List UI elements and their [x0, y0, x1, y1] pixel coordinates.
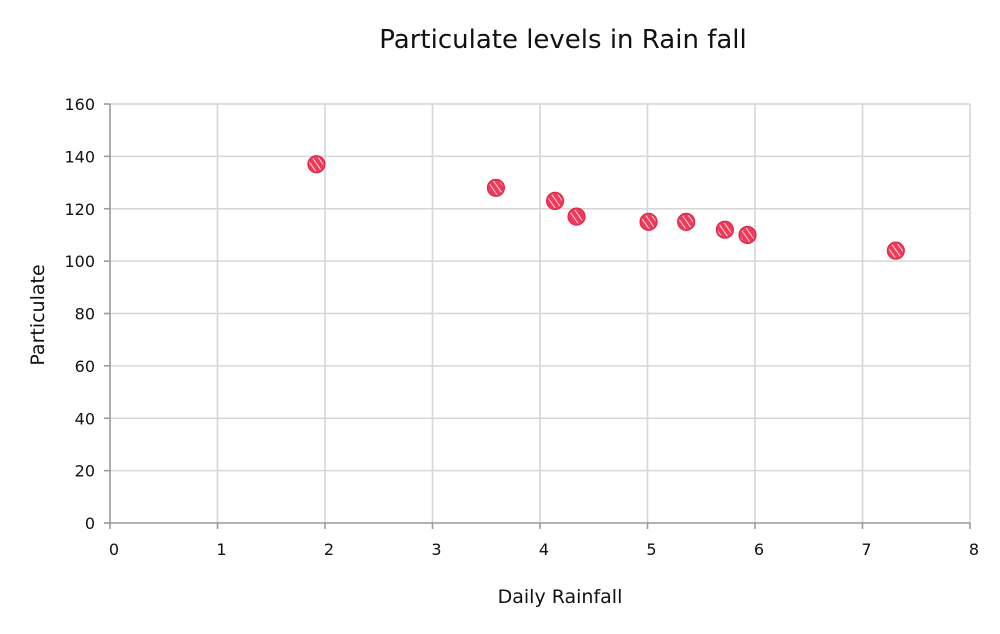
x-tick-label: 1 — [216, 540, 226, 559]
y-tick-labels: 0 20 40 60 80 100 120 140 160 — [64, 95, 95, 533]
data-point — [307, 155, 326, 174]
x-tick-label: 2 — [324, 540, 334, 559]
data-point-hatching — [569, 209, 584, 224]
data-point — [639, 212, 658, 231]
y-tick-label: 0 — [85, 514, 95, 533]
data-point — [545, 191, 565, 210]
x-tick-label: 0 — [109, 540, 119, 559]
data-point-hatching — [679, 214, 694, 229]
data-point-hatching — [888, 243, 903, 258]
data-point-hatching — [717, 222, 732, 237]
y-tick-label: 100 — [64, 252, 95, 271]
chart-title: Particulate levels in Rain fall — [379, 25, 746, 55]
y-tick-label: 120 — [64, 200, 95, 219]
data-points — [307, 155, 905, 260]
y-tick-label: 40 — [75, 409, 95, 428]
data-point — [486, 178, 506, 197]
data-point-hatching — [641, 214, 656, 229]
x-tick-label: 3 — [431, 540, 441, 559]
x-tick-labels: 0 1 2 3 4 5 6 7 8 — [109, 540, 979, 559]
y-tick-label: 60 — [75, 357, 95, 376]
x-axis-label: Daily Rainfall — [498, 586, 623, 608]
data-point — [567, 207, 586, 226]
x-tick-label: 8 — [969, 540, 979, 559]
x-tick-label: 7 — [861, 540, 871, 559]
x-tick-label: 4 — [539, 540, 549, 559]
axes — [104, 103, 971, 529]
data-point-hatching — [740, 227, 755, 242]
x-tick-label: 6 — [754, 540, 764, 559]
y-tick-label: 80 — [75, 305, 95, 324]
y-tick-label: 20 — [75, 462, 95, 481]
y-tick-label: 140 — [64, 147, 95, 166]
data-point — [677, 212, 696, 231]
data-point-hatching — [309, 157, 324, 172]
data-point-hatching — [488, 180, 503, 195]
data-point — [738, 225, 757, 245]
data-point — [886, 241, 905, 260]
y-tick-label: 160 — [64, 95, 95, 114]
x-tick-label: 5 — [646, 540, 656, 559]
grid — [110, 103, 971, 523]
y-axis-label: Particulate — [27, 264, 49, 365]
data-point-hatching — [548, 193, 563, 208]
data-point — [715, 220, 735, 239]
